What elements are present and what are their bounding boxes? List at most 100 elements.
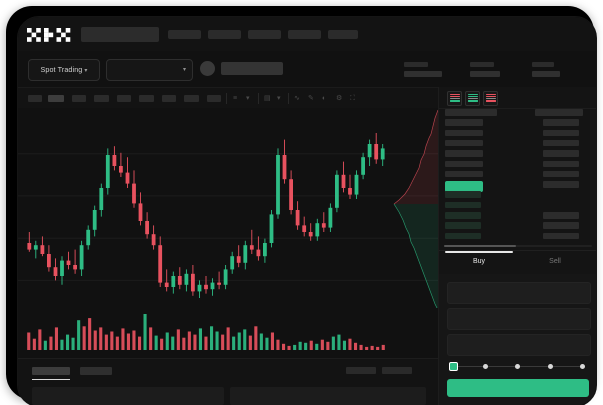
stat-24h-high bbox=[404, 62, 442, 77]
orderbook-row[interactable] bbox=[439, 129, 596, 139]
orderbook-price-cell bbox=[445, 201, 481, 209]
price-field[interactable] bbox=[447, 282, 591, 304]
timeframe-button-4[interactable] bbox=[94, 95, 109, 102]
orderbook-view-both[interactable] bbox=[447, 91, 462, 106]
orderbook-row[interactable] bbox=[439, 190, 596, 200]
device-bezel: Spot Trading ▾ ▾ bbox=[17, 16, 597, 405]
orderbook-price-cell bbox=[445, 129, 483, 137]
total-field[interactable] bbox=[447, 334, 591, 356]
indicators-icon[interactable]: ≡ bbox=[233, 95, 238, 102]
orderbook-price-cell bbox=[445, 181, 483, 193]
search-input[interactable] bbox=[81, 27, 159, 42]
orderbook-size-cell bbox=[543, 232, 579, 240]
volume-histogram bbox=[18, 308, 438, 358]
orderbook-size-cell bbox=[543, 170, 579, 178]
settings-icon[interactable]: ⚙ bbox=[336, 95, 343, 102]
nav-item-1[interactable] bbox=[168, 30, 201, 39]
device-frame: Spot Trading ▾ ▾ bbox=[6, 6, 597, 405]
timeframe-button-6[interactable] bbox=[139, 95, 154, 102]
orderbook-price-cell bbox=[445, 232, 481, 240]
pair-name-label bbox=[221, 62, 283, 75]
okx-logo-icon[interactable] bbox=[27, 28, 74, 42]
slider-handle[interactable] bbox=[449, 362, 458, 371]
orderbook-price-cell bbox=[445, 191, 481, 198]
order-form bbox=[439, 274, 596, 405]
orderbook-price-cell bbox=[445, 222, 481, 229]
chart-toolbar: ≡ ▾ ▤ ▾ ∿ ✎ ◐ ⚙ ⛶ bbox=[18, 87, 438, 110]
orderbook-row[interactable] bbox=[439, 149, 596, 159]
indicators-chevron-icon[interactable]: ▾ bbox=[246, 95, 250, 102]
active-tab-underline bbox=[445, 251, 513, 253]
depth-chart-overlay bbox=[391, 108, 438, 308]
orderbook-scrollbar[interactable] bbox=[444, 245, 592, 247]
toolbar-divider-2 bbox=[258, 93, 259, 104]
line-tool-icon[interactable]: ∿ bbox=[294, 95, 300, 102]
pair-selector[interactable]: ▾ bbox=[106, 59, 193, 81]
app-header bbox=[18, 17, 596, 51]
filter-2[interactable] bbox=[382, 367, 412, 374]
orderbook-row[interactable] bbox=[439, 232, 596, 242]
slider-stop-75[interactable] bbox=[548, 363, 553, 369]
orderbook-price-cell bbox=[445, 119, 483, 126]
orderbook-row[interactable] bbox=[439, 108, 596, 118]
orderbook-size-cell bbox=[543, 150, 579, 157]
timeframe-button-3[interactable] bbox=[72, 95, 86, 102]
orderbook-row[interactable] bbox=[439, 139, 596, 149]
orderbook-row[interactable] bbox=[439, 201, 596, 211]
orderbook-rows bbox=[439, 108, 596, 242]
app-screen: Spot Trading ▾ ▾ bbox=[18, 17, 596, 405]
slider-stop-50[interactable] bbox=[515, 363, 520, 369]
nav-item-5[interactable] bbox=[328, 30, 358, 39]
orderbook-row[interactable] bbox=[439, 211, 596, 221]
timeframe-button-7[interactable] bbox=[162, 95, 176, 102]
orderbook-price-cell bbox=[445, 170, 483, 178]
orders-bottom-panel bbox=[18, 358, 438, 405]
fullscreen-icon[interactable]: ⛶ bbox=[350, 95, 355, 102]
orderbook-price-cell bbox=[445, 160, 483, 167]
timeframe-button-8[interactable] bbox=[184, 95, 199, 102]
orderbook-price-cell bbox=[445, 139, 483, 147]
timeframe-button-9[interactable] bbox=[207, 95, 221, 102]
nav-item-3[interactable] bbox=[248, 30, 281, 39]
orderbook-row[interactable] bbox=[439, 160, 596, 170]
orderbook-row[interactable] bbox=[439, 118, 596, 128]
trading-mode-label: Spot Trading bbox=[40, 65, 83, 74]
chart-type-icon[interactable]: ▤ bbox=[264, 95, 271, 102]
orderbook-current-price-row[interactable] bbox=[439, 180, 596, 193]
tab-buy[interactable]: Buy bbox=[472, 258, 486, 265]
bottom-card-left bbox=[32, 387, 224, 405]
filter-1[interactable] bbox=[346, 367, 376, 374]
toolbar-divider-3 bbox=[288, 93, 289, 104]
tab-open-orders[interactable] bbox=[32, 367, 70, 375]
orderbook-panel: Buy Sell bbox=[438, 87, 596, 405]
chevron-down-icon: ▾ bbox=[84, 68, 88, 74]
nav-item-2[interactable] bbox=[208, 30, 241, 39]
stat-24h-low bbox=[470, 62, 500, 77]
candlestick-chart[interactable] bbox=[18, 108, 438, 308]
orderbook-view-bids[interactable] bbox=[465, 91, 480, 106]
timeframe-button-2[interactable] bbox=[48, 95, 64, 102]
submit-buy-button[interactable] bbox=[447, 379, 589, 397]
orderbook-row[interactable] bbox=[439, 170, 596, 180]
slider-stop-100[interactable] bbox=[580, 363, 585, 369]
pencil-icon[interactable]: ✎ bbox=[308, 95, 314, 102]
order-form-tabs: Buy Sell bbox=[439, 250, 596, 275]
amount-field[interactable] bbox=[447, 308, 591, 330]
nav-item-4[interactable] bbox=[288, 30, 321, 39]
orderbook-size-cell bbox=[543, 181, 579, 188]
trading-mode-selector[interactable]: Spot Trading ▾ bbox=[28, 59, 100, 81]
tab-order-history[interactable] bbox=[80, 367, 112, 375]
orderbook-size-cell bbox=[543, 160, 579, 167]
timeframe-button-5[interactable] bbox=[117, 95, 131, 102]
slider-stop-25[interactable] bbox=[483, 363, 488, 369]
orderbook-row[interactable] bbox=[439, 221, 596, 231]
orderbook-view-asks[interactable] bbox=[483, 91, 498, 106]
stat-24h-volume bbox=[532, 62, 560, 77]
orderbook-size-cell bbox=[543, 212, 579, 219]
percent-slider[interactable] bbox=[449, 362, 587, 371]
timeframe-button-1[interactable] bbox=[28, 95, 42, 102]
magnet-icon[interactable]: ◐ bbox=[322, 95, 327, 102]
orderbook-price-cell bbox=[445, 150, 483, 157]
chart-type-chevron-icon[interactable]: ▾ bbox=[277, 95, 281, 102]
tab-sell[interactable]: Sell bbox=[549, 258, 561, 265]
